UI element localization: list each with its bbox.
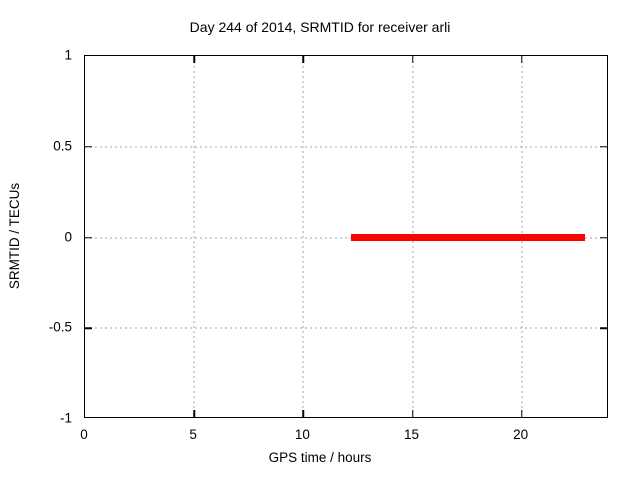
y-tick-mark [85, 236, 92, 239]
y-tick-mark-mirror [600, 327, 607, 329]
x-axis-label: GPS time / hours [268, 450, 372, 465]
y-tick-label: -0.5 [48, 319, 72, 335]
y-tick-label: 0.5 [53, 138, 72, 154]
x-tick-mark-mirror [411, 56, 414, 63]
x-tick-mark-mirror [302, 56, 305, 63]
x-tick-label: 20 [513, 427, 529, 442]
x-tick-mark [302, 410, 305, 417]
gridline-horizontal [85, 146, 607, 148]
x-tick-label: 15 [403, 427, 420, 442]
chart-title: Day 244 of 2014, SRMTID for receiver arl… [189, 19, 451, 35]
y-tick-mark [85, 146, 92, 148]
gridline-horizontal [85, 327, 607, 329]
x-tick-mark [193, 410, 195, 417]
x-tick-label: 0 [80, 427, 88, 442]
gridline-vertical [302, 56, 304, 417]
y-tick-mark [85, 327, 92, 329]
x-tick-label: 10 [294, 427, 310, 442]
x-tick-label: 5 [189, 427, 197, 442]
x-tick-mark [411, 410, 414, 417]
x-tick-mark-mirror [193, 56, 195, 63]
plot-area [84, 55, 608, 418]
y-tick-mark-mirror [600, 146, 607, 148]
gridline-vertical [193, 56, 195, 417]
gridline-horizontal [85, 237, 607, 238]
x-tick-mark-mirror [520, 56, 523, 63]
y-tick-label: 1 [64, 47, 72, 63]
y-tick-label: 0 [64, 229, 72, 244]
y-tick-mark-mirror [600, 236, 607, 239]
data-series-line [351, 234, 585, 241]
y-tick-label: -1 [59, 410, 72, 426]
x-tick-mark [520, 410, 523, 417]
